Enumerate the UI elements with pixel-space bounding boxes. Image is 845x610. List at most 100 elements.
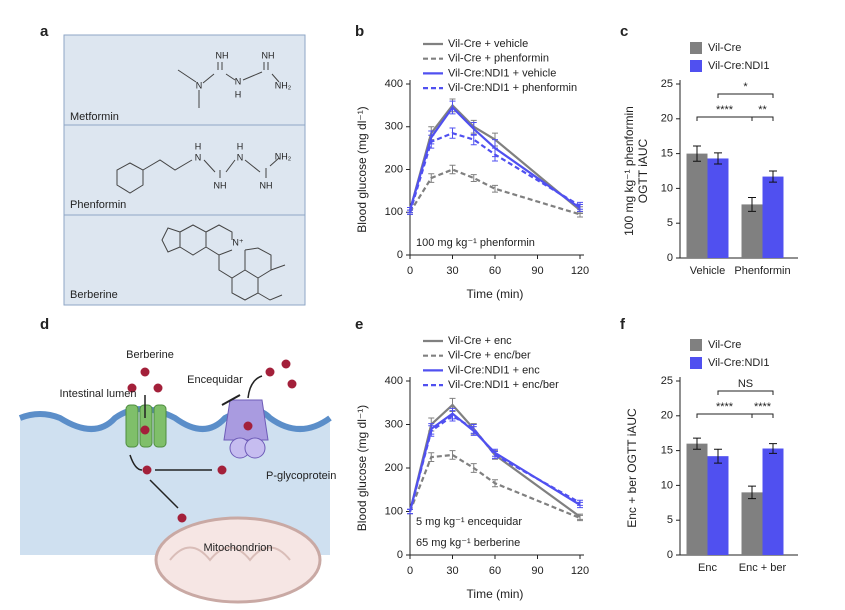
panel-label: c [620, 23, 628, 40]
structure-panel [63, 34, 306, 306]
legend-label: Vil-Cre:NDI1 [708, 60, 770, 72]
atom-label: H [237, 141, 244, 151]
y-tick-label: 300 [385, 418, 403, 430]
legend-swatch [690, 339, 702, 351]
y-axis-label: Enc + ber OGTT iAUC [625, 408, 639, 528]
transporter [125, 404, 139, 448]
series-line [409, 168, 581, 216]
error-bar [714, 152, 722, 165]
bond [177, 62, 280, 108]
mitochondrion [154, 516, 322, 604]
cristae [169, 546, 291, 562]
x-tick-label: Enc + ber [739, 562, 787, 574]
error-bar [470, 133, 477, 146]
bar [762, 448, 784, 555]
significance-bracket [696, 116, 753, 121]
legend-label: Vil-Cre + vehicle [448, 38, 528, 50]
legend-label: Vil-Cre:NDI1 + enc [448, 364, 540, 376]
panel-label: a [40, 23, 49, 40]
x-tick-label: Phenformin [734, 265, 790, 277]
legend-label: Vil-Cre + phenformin [448, 53, 549, 65]
arrow [129, 375, 263, 509]
bar [762, 176, 784, 258]
y-tick-label: 100 [385, 206, 403, 218]
structure-box [63, 124, 306, 216]
y-tick-label: 0 [667, 549, 673, 561]
atom-label: N [196, 80, 203, 90]
molecule [265, 367, 275, 377]
significance-bracket [696, 413, 753, 418]
error-bar [693, 437, 701, 450]
error-bar [577, 514, 583, 522]
series-line [408, 414, 581, 512]
significance-label: **** [716, 401, 734, 413]
panel-label: f [620, 316, 626, 333]
x-tick-label: 120 [571, 265, 589, 277]
atom-label: H [235, 89, 242, 99]
atom-label: NH₂ [275, 151, 292, 161]
significance-label: **** [754, 401, 772, 413]
atom-label: N [237, 152, 244, 162]
legend-label: Vil-Cre + enc/ber [448, 350, 531, 362]
molecule [140, 367, 150, 377]
y-tick-label: 5 [667, 217, 673, 229]
bar [707, 158, 729, 258]
legend-label: Vil-Cre [708, 42, 741, 54]
y-tick-label: 20 [661, 410, 673, 422]
bond [116, 157, 280, 194]
y-axis-label: Blood glucose (mg dl⁻¹) [355, 405, 369, 531]
annotation: 100 mg kg⁻¹ phenformin [416, 237, 535, 249]
molecule [243, 421, 253, 431]
x-tick-label: 60 [489, 265, 501, 277]
error-bar [449, 164, 456, 175]
significance-bracket [751, 116, 774, 121]
molecule [127, 383, 137, 393]
x-tick-label: 0 [407, 565, 413, 577]
y-tick-label: 400 [385, 375, 403, 387]
panel-label: b [355, 23, 364, 40]
error-bar [492, 184, 498, 193]
molecule-name: Metformin [70, 111, 119, 123]
x-tick-label: Vehicle [690, 265, 725, 277]
diagram-label: Intestinal lumen [59, 388, 136, 400]
diagram [18, 359, 332, 604]
error-bar [470, 174, 477, 182]
atom-label: N⁺ [232, 237, 243, 247]
y-tick-label: 300 [385, 121, 403, 133]
bar [707, 456, 729, 555]
molecule [287, 379, 297, 389]
legend-label: Vil-Cre:NDI1 + vehicle [448, 67, 556, 79]
y-tick-label: 25 [661, 375, 673, 387]
p-glycoprotein [223, 399, 269, 441]
legend-label: Vil-Cre:NDI1 [708, 357, 770, 369]
x-tick-label: 90 [531, 265, 543, 277]
molecule [142, 465, 152, 475]
atom-label: NH [260, 180, 273, 190]
error-bar [449, 450, 456, 460]
legend-label: Vil-Cre + enc [448, 335, 512, 347]
significance-label: * [743, 81, 748, 93]
significance-bracket [751, 413, 774, 418]
significance-label: NS [738, 378, 753, 390]
bar [741, 492, 763, 555]
y-tick-label: 15 [661, 445, 673, 457]
error-bar [449, 410, 456, 422]
atom-label: NH₂ [275, 80, 292, 90]
legend-swatch [690, 42, 702, 54]
significance-label: **** [716, 104, 734, 116]
atom-label: N [195, 152, 202, 162]
series-line [408, 105, 581, 211]
atom-label: NH [216, 50, 229, 60]
structure-box [63, 34, 306, 126]
legend-swatch [690, 60, 702, 72]
x-tick-label: 0 [407, 265, 413, 277]
legend-label: Vil-Cre:NDI1 + phenformin [448, 82, 577, 94]
series-line [408, 131, 581, 213]
y-tick-label: 15 [661, 148, 673, 160]
bar [686, 443, 708, 555]
error-bar [714, 448, 722, 464]
y-tick-label: 5 [667, 514, 673, 526]
y-tick-label: 0 [397, 249, 403, 261]
bond [161, 224, 286, 301]
x-tick-label: 60 [489, 565, 501, 577]
